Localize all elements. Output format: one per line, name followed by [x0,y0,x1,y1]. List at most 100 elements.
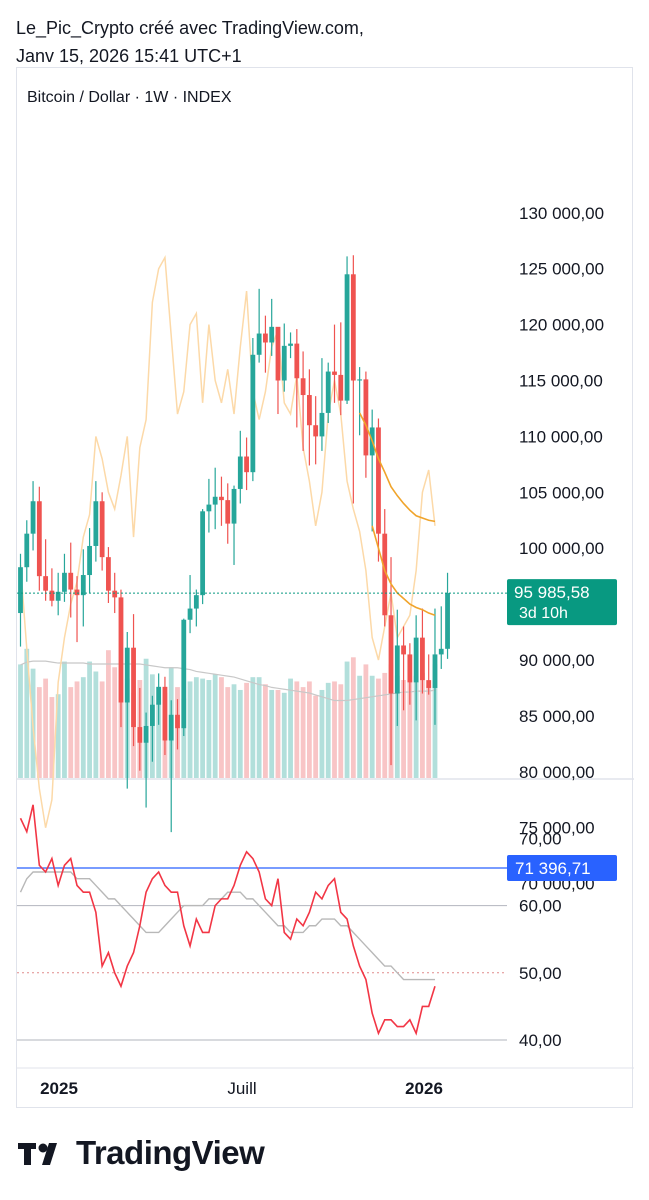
volume-bar [319,689,325,778]
current-price-label: 95 985,58 [514,583,590,602]
price-tick-label: 80 000,00 [519,763,595,782]
volume-bar [401,680,406,778]
volume-bar [200,678,206,778]
candle-body [162,686,168,741]
volume-bar [206,680,212,778]
candle-body [187,608,193,620]
volume-bar [413,675,419,778]
candle-body [275,326,281,381]
candle-body [357,379,363,381]
candle-body [149,704,155,726]
time-tick-label: Juill [227,1079,256,1098]
volume-bar [237,689,243,778]
volume-bar [68,687,74,778]
candle-body [36,501,42,577]
candle-body [388,615,394,694]
candle-body [363,379,369,456]
candle-body [137,727,143,743]
candle-body [225,500,231,524]
volume-bar [74,681,80,778]
blue-level-label: 71 396,71 [515,859,591,878]
volume-bar [212,674,218,778]
candle-body [124,647,130,703]
candle-body [382,533,388,616]
tradingview-logo[interactable]: TradingView [16,1134,265,1172]
candle-body [118,597,124,703]
author-line: Le_Pic_Crypto créé avec TradingView.com, [16,18,364,38]
volume-bar [363,664,369,778]
chart-svg[interactable]: Bitcoin / Dollar · 1W · INDEX 130 000,00 1… [17,68,634,1109]
candle-body [319,412,325,437]
candle-body [237,456,243,489]
price-tick-label: 130 000,00 [519,204,604,223]
volume-bar [263,684,268,778]
candle-body [49,590,55,601]
rsi-ma-line [19,871,435,981]
candle-body [269,326,275,343]
candle-body [288,343,293,346]
ma-orange-line [358,412,436,523]
candle-body [168,714,174,741]
volume-bar [344,661,350,778]
rsi-tick-label: 40,00 [519,1031,562,1050]
time-tick-label: 2025 [40,1079,78,1098]
volume-bar [382,672,388,778]
candle-body [156,686,162,705]
volume-bar [181,698,187,778]
volume-bar [99,681,105,778]
volume-bar [87,661,92,778]
candle-body [206,504,212,512]
volume-bar [231,684,237,778]
candle-body [413,637,419,683]
candle-body [394,645,400,694]
price-tick-label: 105 000,00 [519,483,604,502]
candle-body [420,637,425,681]
candle-body [426,680,432,688]
volume-bar [313,695,319,778]
volume-bar [281,692,287,778]
candle-body [175,714,180,729]
volume-bar [219,677,224,778]
volume-bar [300,687,306,778]
volume-bar [193,677,199,778]
candle-body [193,595,199,609]
candle-body [338,374,344,401]
candle-body [55,591,61,601]
candle-body [332,371,337,375]
candle-body [74,589,80,596]
volume-bar [306,681,312,778]
volume-bar [36,687,42,778]
candle-body [281,345,287,381]
volume-bar [43,678,49,778]
price-tick-label: 110 000,00 [519,427,603,446]
volume-bar [156,702,162,778]
chart-frame[interactable]: Bitcoin / Dollar · 1W · INDEX 130 000,00 1… [16,67,634,1109]
rsi-tick-label: 70,00 [519,829,562,848]
price-tick-label: 85 000,00 [519,707,595,726]
volume-bar [369,675,375,778]
candle-body [407,654,413,683]
volume-bar [24,648,30,778]
candle-body [350,274,356,381]
candle-body [87,545,92,576]
candle-body [143,725,149,743]
candle-body [306,395,312,426]
candle-body [131,647,136,728]
chart-header: Le_Pic_Crypto créé avec TradingView.com,… [16,14,364,70]
price-tick-label: 100 000,00 [519,539,604,558]
candle-body [30,501,36,534]
candle-body [80,575,86,596]
time-tick-label: 2026 [405,1079,443,1098]
chart-title: Bitcoin / Dollar · 1W · INDEX [27,89,232,106]
volume-bar [62,661,67,778]
rsi-tick-label: 60,00 [519,897,562,916]
volume-bar [55,694,61,778]
volume-bar [49,697,55,778]
candle-body [250,354,256,473]
volume-bar [426,685,432,778]
volume-bar [118,680,124,778]
price-tick-label: 90 000,00 [519,651,595,670]
volume-bar [112,667,118,778]
ma-orange-short-line [371,525,436,617]
candle-body [344,274,350,401]
